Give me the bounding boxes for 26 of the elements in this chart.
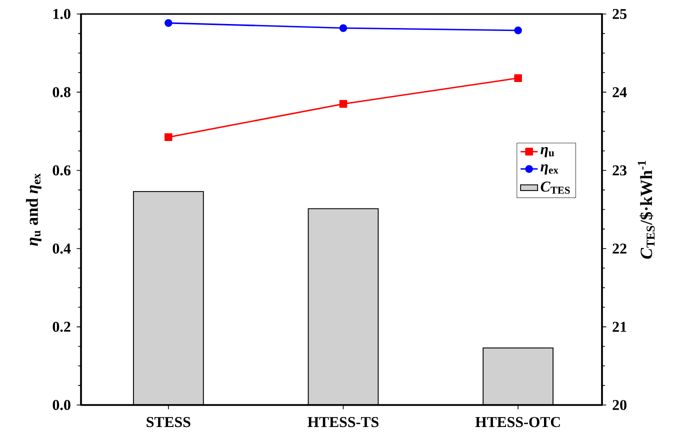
x-tick-label: HTESS-TS (308, 416, 378, 428)
y2-tick-label: 24 (612, 87, 627, 98)
y-tick-label: 0.0 (52, 400, 70, 410)
point (339, 100, 348, 108)
y2-tick-label: 25 (612, 8, 627, 19)
y2-tick-label: 20 (612, 400, 626, 410)
point (514, 26, 522, 34)
y-axis-title: η$_{u}$ and η$_{ex}$ (26, 173, 42, 246)
y-tick-label: 0.4 (52, 243, 71, 254)
point (164, 19, 172, 27)
point (164, 133, 172, 141)
y-tick-label: 0.8 (52, 87, 70, 98)
legend-label: η$_{ex}$ (540, 164, 558, 175)
point (514, 74, 522, 82)
x-tick-label: STESS (146, 416, 190, 428)
y2-tick-label: 22 (612, 244, 626, 254)
y-tick-label: 0.2 (52, 322, 70, 332)
legend-label: η$_{u}$ (540, 146, 554, 158)
y2-axis-title: C$_{TES}$/$·kWh$^{-1}$ (638, 160, 655, 259)
point (339, 24, 348, 32)
y-tick-label: 0.6 (52, 165, 71, 176)
y2-tick-label: 21 (612, 322, 626, 332)
y-tick-label: 1.0 (53, 8, 70, 20)
legend-label: C$_{TES}$ (540, 182, 570, 194)
y2-tick-label: 23 (612, 165, 627, 176)
x-tick-label: HTESS-OTC (475, 416, 560, 428)
